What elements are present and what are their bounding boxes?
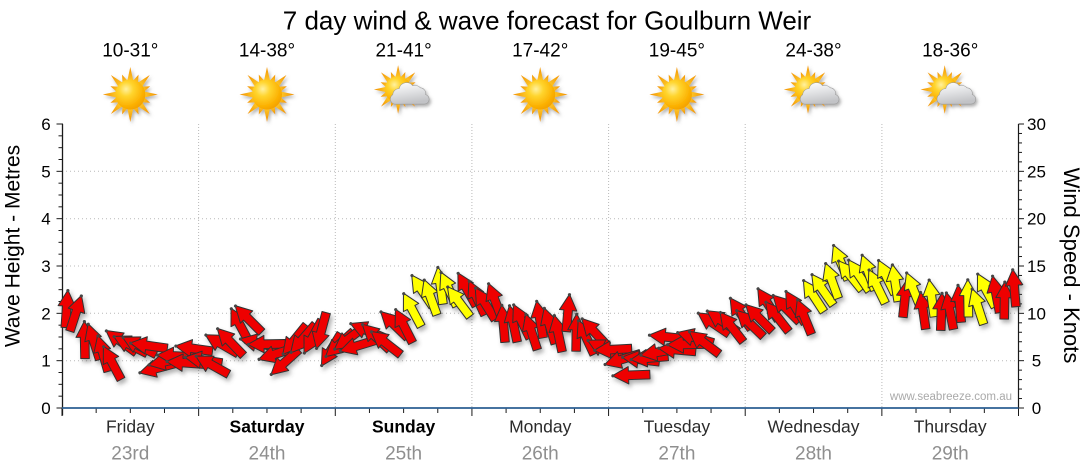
svg-text:3: 3: [41, 257, 50, 276]
svg-text:Sunday: Sunday: [372, 417, 435, 437]
svg-text:29th: 29th: [932, 444, 969, 465]
svg-text:0: 0: [41, 399, 50, 418]
svg-text:Thursday: Thursday: [914, 417, 987, 437]
svg-text:17-42°: 17-42°: [512, 41, 568, 62]
svg-text:25: 25: [1027, 162, 1046, 181]
svg-text:Wind Speed - Knots: Wind Speed - Knots: [1059, 168, 1080, 364]
svg-text:28th: 28th: [795, 444, 832, 465]
svg-text:www.seabreeze.com.au: www.seabreeze.com.au: [889, 391, 1012, 403]
svg-text:15: 15: [1027, 257, 1046, 276]
svg-text:5: 5: [1032, 352, 1041, 371]
svg-text:Monday: Monday: [509, 417, 572, 437]
svg-text:14-38°: 14-38°: [239, 41, 295, 62]
svg-text:20: 20: [1027, 210, 1046, 229]
svg-text:27th: 27th: [658, 444, 695, 465]
svg-text:Friday: Friday: [106, 417, 155, 437]
svg-text:0: 0: [1032, 399, 1041, 418]
svg-text:21-41°: 21-41°: [375, 41, 431, 62]
svg-text:4: 4: [41, 210, 50, 229]
svg-text:26th: 26th: [522, 444, 559, 465]
svg-text:19-45°: 19-45°: [649, 41, 705, 62]
svg-text:7 day wind & wave forecast for: 7 day wind & wave forecast for Goulburn …: [283, 6, 812, 36]
svg-text:5: 5: [41, 162, 50, 181]
svg-text:24th: 24th: [249, 444, 286, 465]
svg-text:2: 2: [41, 304, 50, 323]
svg-text:10-31°: 10-31°: [102, 41, 158, 62]
svg-text:Wave Height - Metres: Wave Height - Metres: [2, 145, 25, 347]
svg-text:6: 6: [41, 115, 50, 134]
svg-text:Wednesday: Wednesday: [767, 417, 859, 437]
svg-text:1: 1: [41, 352, 50, 371]
svg-text:24-38°: 24-38°: [785, 41, 841, 62]
svg-text:10: 10: [1027, 304, 1046, 323]
svg-text:Tuesday: Tuesday: [644, 417, 711, 437]
svg-text:Saturday: Saturday: [230, 417, 305, 437]
svg-text:25th: 25th: [385, 444, 422, 465]
svg-text:18-36°: 18-36°: [922, 41, 978, 62]
svg-text:30: 30: [1027, 115, 1046, 134]
svg-text:23rd: 23rd: [111, 444, 149, 465]
